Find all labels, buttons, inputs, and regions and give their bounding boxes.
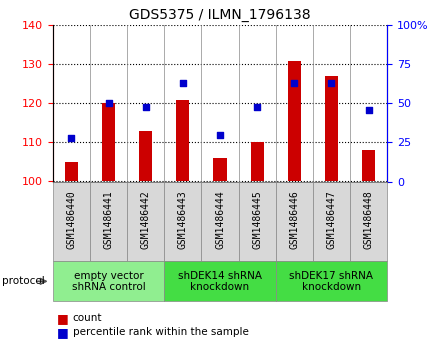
- Bar: [53, 261, 164, 301]
- Bar: [350, 182, 387, 261]
- Text: ■: ■: [57, 326, 69, 339]
- Bar: [102, 103, 115, 182]
- Text: shDEK17 shRNA
knockdown: shDEK17 shRNA knockdown: [290, 270, 374, 292]
- Text: GSM1486440: GSM1486440: [66, 191, 77, 249]
- Bar: [362, 150, 375, 182]
- Bar: [276, 182, 313, 261]
- Bar: [139, 131, 152, 182]
- Text: percentile rank within the sample: percentile rank within the sample: [73, 327, 249, 337]
- Bar: [288, 61, 301, 182]
- Bar: [213, 158, 227, 182]
- Text: GSM1486444: GSM1486444: [215, 191, 225, 249]
- Bar: [53, 182, 90, 261]
- Bar: [90, 182, 127, 261]
- Text: count: count: [73, 313, 102, 323]
- Bar: [276, 261, 387, 301]
- Text: shDEK14 shRNA
knockdown: shDEK14 shRNA knockdown: [178, 270, 262, 292]
- Text: GSM1486443: GSM1486443: [178, 191, 188, 249]
- Text: GSM1486448: GSM1486448: [363, 191, 374, 249]
- Text: empty vector
shRNA control: empty vector shRNA control: [72, 270, 145, 292]
- Bar: [202, 182, 238, 261]
- Text: ■: ■: [57, 312, 69, 325]
- Text: GSM1486447: GSM1486447: [326, 191, 337, 249]
- Bar: [127, 182, 164, 261]
- Point: [253, 104, 260, 110]
- Bar: [65, 162, 78, 182]
- Point: [291, 80, 298, 86]
- Point: [328, 80, 335, 86]
- Text: GSM1486445: GSM1486445: [252, 191, 262, 249]
- Text: GSM1486446: GSM1486446: [290, 191, 299, 249]
- Bar: [164, 261, 276, 301]
- Title: GDS5375 / ILMN_1796138: GDS5375 / ILMN_1796138: [129, 8, 311, 22]
- Point: [142, 104, 149, 110]
- Text: GSM1486441: GSM1486441: [103, 191, 114, 249]
- Point: [105, 101, 112, 106]
- Bar: [176, 99, 189, 182]
- Bar: [164, 182, 202, 261]
- Point: [365, 107, 372, 113]
- Bar: [238, 182, 276, 261]
- Point: [180, 80, 187, 86]
- Text: protocol: protocol: [2, 276, 45, 286]
- Point: [216, 132, 224, 138]
- Bar: [313, 182, 350, 261]
- Point: [68, 135, 75, 141]
- Bar: [325, 76, 338, 182]
- Bar: [251, 142, 264, 182]
- Text: GSM1486442: GSM1486442: [141, 191, 150, 249]
